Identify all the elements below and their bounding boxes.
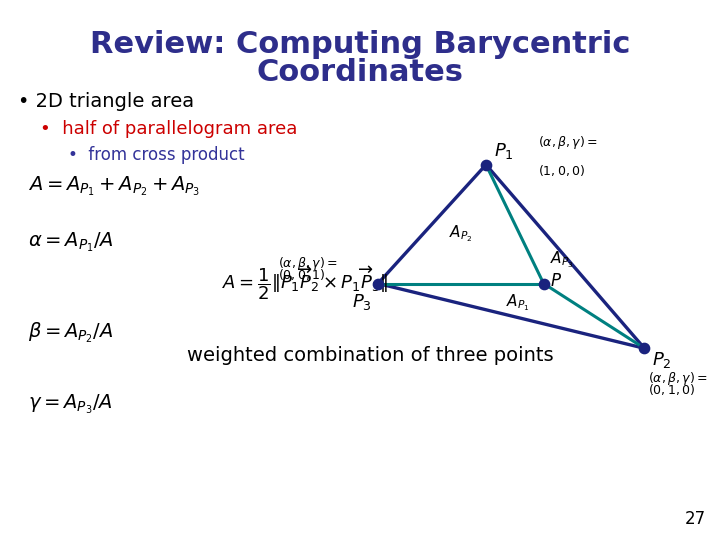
Text: $\alpha = A_{P_1}/A$: $\alpha = A_{P_1}/A$ (28, 230, 114, 254)
Text: weighted combination of three points: weighted combination of three points (186, 346, 553, 365)
Text: $P$: $P$ (549, 273, 562, 290)
Text: $A_{P_2}$: $A_{P_2}$ (449, 224, 473, 244)
Text: $A = \dfrac{1}{2}\|\overrightarrow{P_1P_2} \times \overrightarrow{P_1P_3}\|$: $A = \dfrac{1}{2}\|\overrightarrow{P_1P_… (222, 264, 388, 302)
Text: $P_1$: $P_1$ (494, 141, 514, 161)
Text: $(\alpha,\beta,\gamma) =$: $(\alpha,\beta,\gamma) =$ (538, 134, 598, 151)
Point (639, 344, 650, 353)
Text: Coordinates: Coordinates (256, 58, 464, 87)
Text: $A_{P_1}$: $A_{P_1}$ (506, 293, 530, 313)
Text: 27: 27 (685, 510, 706, 528)
Text: $A_{P_3}$: $A_{P_3}$ (550, 249, 574, 270)
Text: $(0,0,1)$: $(0,0,1)$ (278, 267, 325, 282)
Text: $(0,1,0)$: $(0,1,0)$ (649, 382, 696, 397)
Text: •  half of parallelogram area: • half of parallelogram area (40, 120, 297, 138)
Text: Review: Computing Barycentric: Review: Computing Barycentric (90, 30, 630, 59)
Text: $\beta = A_{P_2}/A$: $\beta = A_{P_2}/A$ (28, 320, 114, 345)
Text: •  from cross product: • from cross product (68, 146, 245, 164)
Point (538, 279, 549, 288)
Text: $A = A_{P_1} +A_{P_2} +A_{P_3}$: $A = A_{P_1} +A_{P_2} +A_{P_3}$ (28, 174, 200, 198)
Text: $(\alpha,\beta,\gamma) =$: $(\alpha,\beta,\gamma) =$ (649, 370, 708, 387)
Text: $P_3$: $P_3$ (352, 292, 372, 312)
Point (372, 279, 384, 288)
Text: • 2D triangle area: • 2D triangle area (18, 92, 194, 111)
Text: $\gamma = A_{P_3}/A$: $\gamma = A_{P_3}/A$ (28, 392, 112, 416)
Text: $P_2$: $P_2$ (652, 350, 672, 370)
Text: $(\alpha,\beta,\gamma) =$: $(\alpha,\beta,\gamma) =$ (278, 255, 338, 273)
Text: $(1,0,0)$: $(1,0,0)$ (538, 163, 585, 178)
Point (480, 160, 492, 169)
